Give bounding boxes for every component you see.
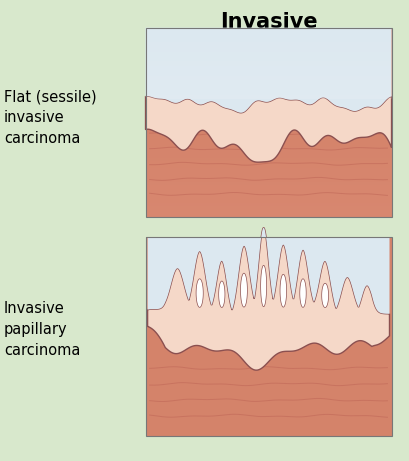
Text: Invasive
papillary
carcinoma: Invasive papillary carcinoma: [4, 301, 80, 358]
Bar: [145, 148, 391, 151]
Bar: [145, 175, 391, 178]
Bar: [145, 210, 391, 213]
Bar: [145, 120, 391, 123]
Bar: [145, 203, 391, 206]
Bar: [145, 151, 391, 154]
Bar: [145, 130, 391, 134]
Bar: [145, 144, 391, 148]
Bar: [145, 95, 391, 100]
Bar: [145, 189, 391, 192]
Bar: [145, 90, 391, 95]
Bar: [145, 61, 391, 66]
Bar: [145, 127, 391, 130]
Bar: [145, 42, 391, 47]
Bar: [145, 137, 391, 141]
Bar: [145, 52, 391, 56]
Bar: [145, 56, 391, 61]
Bar: [145, 28, 391, 217]
Bar: [145, 28, 391, 217]
Polygon shape: [145, 96, 391, 162]
Polygon shape: [218, 281, 225, 307]
Polygon shape: [147, 228, 389, 370]
Bar: [145, 37, 391, 42]
Polygon shape: [260, 266, 266, 307]
Bar: [145, 199, 391, 203]
Bar: [145, 178, 391, 182]
Polygon shape: [279, 274, 286, 307]
Bar: [145, 237, 391, 436]
Bar: [145, 71, 391, 76]
Bar: [145, 113, 391, 116]
Bar: [145, 161, 391, 165]
Bar: [145, 80, 391, 85]
Bar: [145, 237, 391, 436]
Bar: [145, 32, 391, 37]
Bar: [145, 134, 391, 137]
Bar: [145, 171, 391, 175]
Bar: [145, 158, 391, 161]
Polygon shape: [240, 273, 247, 307]
Bar: [145, 165, 391, 168]
Bar: [145, 185, 391, 189]
Bar: [145, 76, 391, 80]
Text: Invasive: Invasive: [219, 12, 317, 31]
Bar: [145, 206, 391, 210]
Bar: [145, 168, 391, 171]
Bar: [145, 85, 391, 90]
Bar: [145, 141, 391, 144]
Bar: [145, 213, 391, 217]
Bar: [145, 123, 391, 127]
Polygon shape: [299, 279, 306, 307]
Polygon shape: [147, 228, 389, 314]
Polygon shape: [321, 284, 328, 307]
Bar: [145, 47, 391, 52]
Bar: [145, 28, 391, 32]
Bar: [145, 116, 391, 120]
Bar: [145, 192, 391, 196]
Polygon shape: [196, 279, 203, 307]
Bar: [145, 66, 391, 71]
Bar: [145, 154, 391, 158]
Bar: [145, 196, 391, 199]
Polygon shape: [145, 28, 391, 113]
Text: Flat (sessile)
invasive
carcinoma: Flat (sessile) invasive carcinoma: [4, 89, 97, 146]
Bar: [145, 182, 391, 185]
